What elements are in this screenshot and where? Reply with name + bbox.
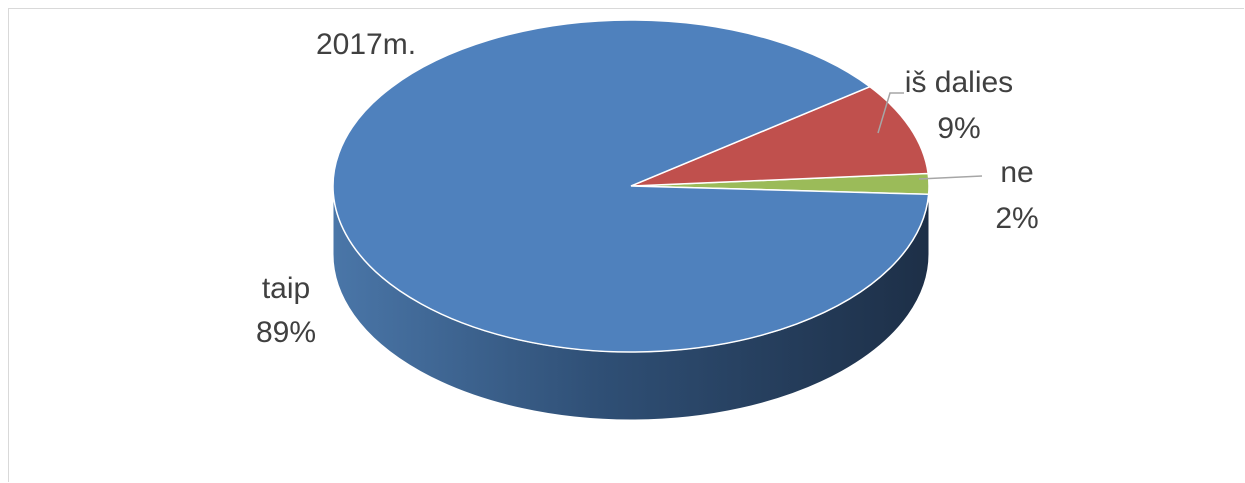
data-label-taip-name: taip (262, 272, 310, 305)
data-label-is-dalies-name: iš dalies (905, 66, 1013, 99)
data-label-ne-value: 2% (995, 202, 1038, 235)
chart-area (8, 8, 1244, 482)
pie-slice-i-dalies (630, 85, 930, 187)
data-label-is-dalies-value: 9% (937, 112, 980, 145)
leader-line-is-dalies (877, 92, 904, 134)
data-label-ne-name: ne (1000, 156, 1033, 189)
data-label-taip-value: 89% (256, 316, 316, 349)
leader-line-ne (918, 175, 983, 180)
pie-top (332, 19, 930, 353)
pie-slice-taip (332, 19, 930, 353)
leader-lines (877, 92, 983, 180)
chart-title: 2017m. (316, 28, 416, 61)
